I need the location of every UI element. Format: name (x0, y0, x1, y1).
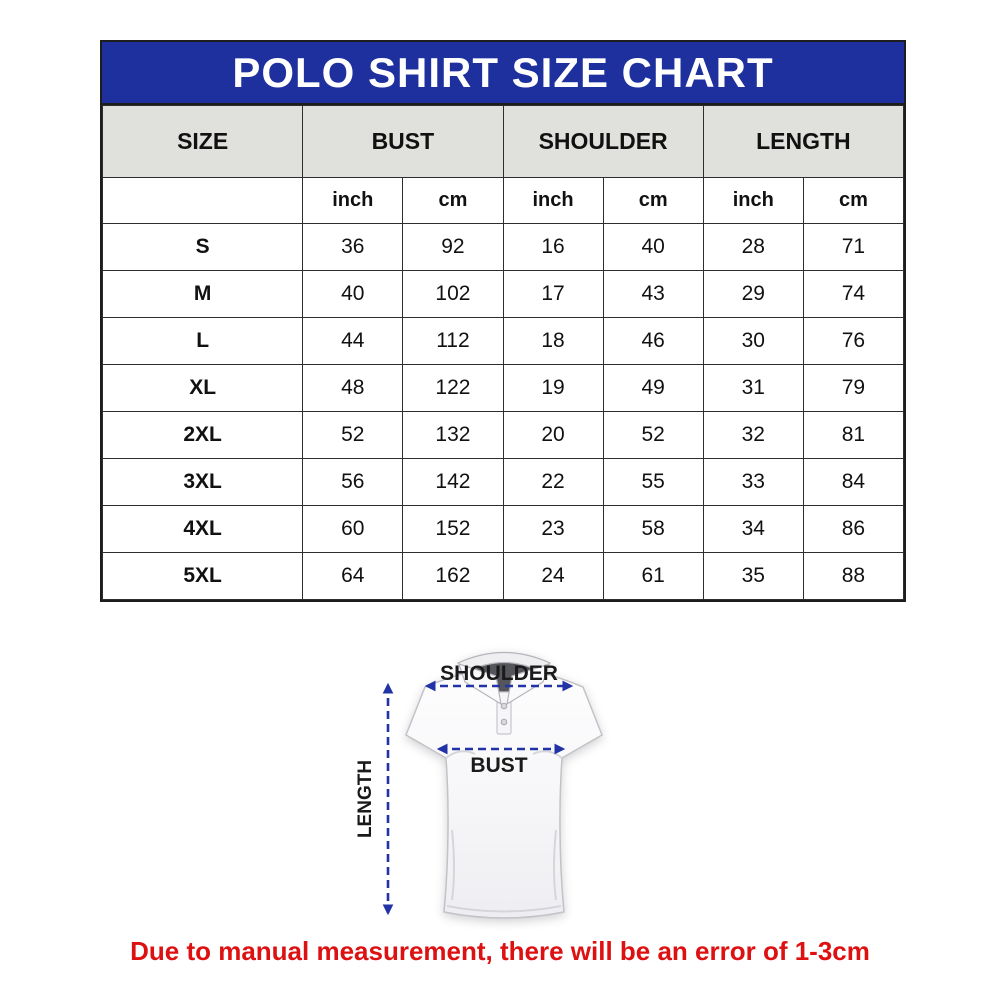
value-cell: 22 (502, 458, 604, 506)
size-label: XL (101, 364, 304, 412)
table-row: M 40 102 17 43 29 74 (101, 270, 905, 318)
value-cell: 44 (302, 317, 404, 365)
value-cell: 16 (502, 223, 604, 271)
value-cell: 122 (402, 364, 504, 412)
side-fold-right (553, 829, 557, 901)
value-cell: 29 (702, 270, 804, 318)
value-cell: 32 (702, 411, 804, 459)
value-cell: 162 (402, 552, 504, 600)
value-cell: 76 (802, 317, 905, 365)
unit-header: inch (702, 177, 804, 224)
size-label: L (101, 317, 304, 365)
value-cell: 92 (402, 223, 504, 271)
table-row: 2XL 52 132 20 52 32 81 (101, 411, 905, 459)
value-cell: 48 (302, 364, 404, 412)
table-row: L 44 112 18 46 30 76 (101, 317, 905, 365)
size-label: S (101, 223, 304, 271)
value-cell: 52 (302, 411, 404, 459)
value-cell: 61 (602, 552, 704, 600)
col-header-length: LENGTH (702, 105, 905, 178)
col-header-bust: BUST (302, 105, 504, 178)
col-header-shoulder: SHOULDER (502, 105, 704, 178)
value-cell: 31 (702, 364, 804, 412)
value-cell: 71 (802, 223, 905, 271)
value-cell: 52 (602, 411, 704, 459)
chart-title: POLO SHIRT SIZE CHART (232, 48, 774, 96)
chart-title-bar: POLO SHIRT SIZE CHART (102, 42, 904, 105)
value-cell: 152 (402, 505, 504, 553)
value-cell: 56 (302, 458, 404, 506)
value-cell: 46 (602, 317, 704, 365)
length-label: LENGTH (355, 760, 376, 838)
size-label: 5XL (101, 552, 304, 600)
unit-header: inch (302, 177, 404, 224)
value-cell: 23 (502, 505, 604, 553)
hem-line (446, 905, 562, 913)
table-units-row: inch cm inch cm inch cm (101, 177, 905, 224)
value-cell: 33 (702, 458, 804, 506)
value-cell: 142 (402, 458, 504, 506)
value-cell: 18 (502, 317, 604, 365)
value-cell: 35 (702, 552, 804, 600)
value-cell: 58 (602, 505, 704, 553)
value-cell: 43 (602, 270, 704, 318)
measurement-error-note: Due to manual measurement, there will be… (130, 936, 870, 966)
table-header-row: SIZE BUST SHOULDER LENGTH (101, 105, 905, 178)
polo-shirt-measurement-diagram: SHOULDER BUST LENGTH (355, 651, 603, 919)
polo-shirt-illustration (405, 651, 603, 919)
table-row: 4XL 60 152 23 58 34 86 (101, 505, 905, 553)
unit-header: cm (802, 177, 905, 224)
value-cell: 74 (802, 270, 905, 318)
value-cell: 24 (502, 552, 604, 600)
value-cell: 40 (602, 223, 704, 271)
value-cell: 19 (502, 364, 604, 412)
units-empty-cell (101, 177, 304, 224)
value-cell: 28 (702, 223, 804, 271)
table-row: XL 48 122 19 49 31 79 (101, 364, 905, 412)
value-cell: 34 (702, 505, 804, 553)
size-label: M (101, 270, 304, 318)
table-row: S 36 92 16 40 28 71 (101, 223, 905, 271)
bust-label: BUST (470, 754, 527, 777)
value-cell: 60 (302, 505, 404, 553)
side-fold-left (451, 829, 455, 901)
value-cell: 20 (502, 411, 604, 459)
value-cell: 49 (602, 364, 704, 412)
value-cell: 40 (302, 270, 404, 318)
size-label: 2XL (101, 411, 304, 459)
table-row: 3XL 56 142 22 55 33 84 (101, 458, 905, 506)
shoulder-label: SHOULDER (440, 662, 558, 685)
button (500, 718, 508, 726)
value-cell: 17 (502, 270, 604, 318)
value-cell: 64 (302, 552, 404, 600)
value-cell: 79 (802, 364, 905, 412)
value-cell: 102 (402, 270, 504, 318)
size-chart-card: POLO SHIRT SIZE CHART SIZE BUST SHOULDER… (100, 40, 906, 602)
size-table: SIZE BUST SHOULDER LENGTH inch cm inch c… (101, 105, 905, 600)
button (500, 702, 508, 710)
value-cell: 30 (702, 317, 804, 365)
value-cell: 81 (802, 411, 905, 459)
size-label: 4XL (101, 505, 304, 553)
value-cell: 55 (602, 458, 704, 506)
size-label: 3XL (101, 458, 304, 506)
value-cell: 36 (302, 223, 404, 271)
unit-header: cm (402, 177, 504, 224)
value-cell: 112 (402, 317, 504, 365)
table-row: 5XL 64 162 24 61 35 88 (101, 552, 905, 600)
unit-header: inch (502, 177, 604, 224)
value-cell: 88 (802, 552, 905, 600)
col-header-size: SIZE (101, 105, 304, 178)
value-cell: 132 (402, 411, 504, 459)
value-cell: 86 (802, 505, 905, 553)
unit-header: cm (602, 177, 704, 224)
value-cell: 84 (802, 458, 905, 506)
